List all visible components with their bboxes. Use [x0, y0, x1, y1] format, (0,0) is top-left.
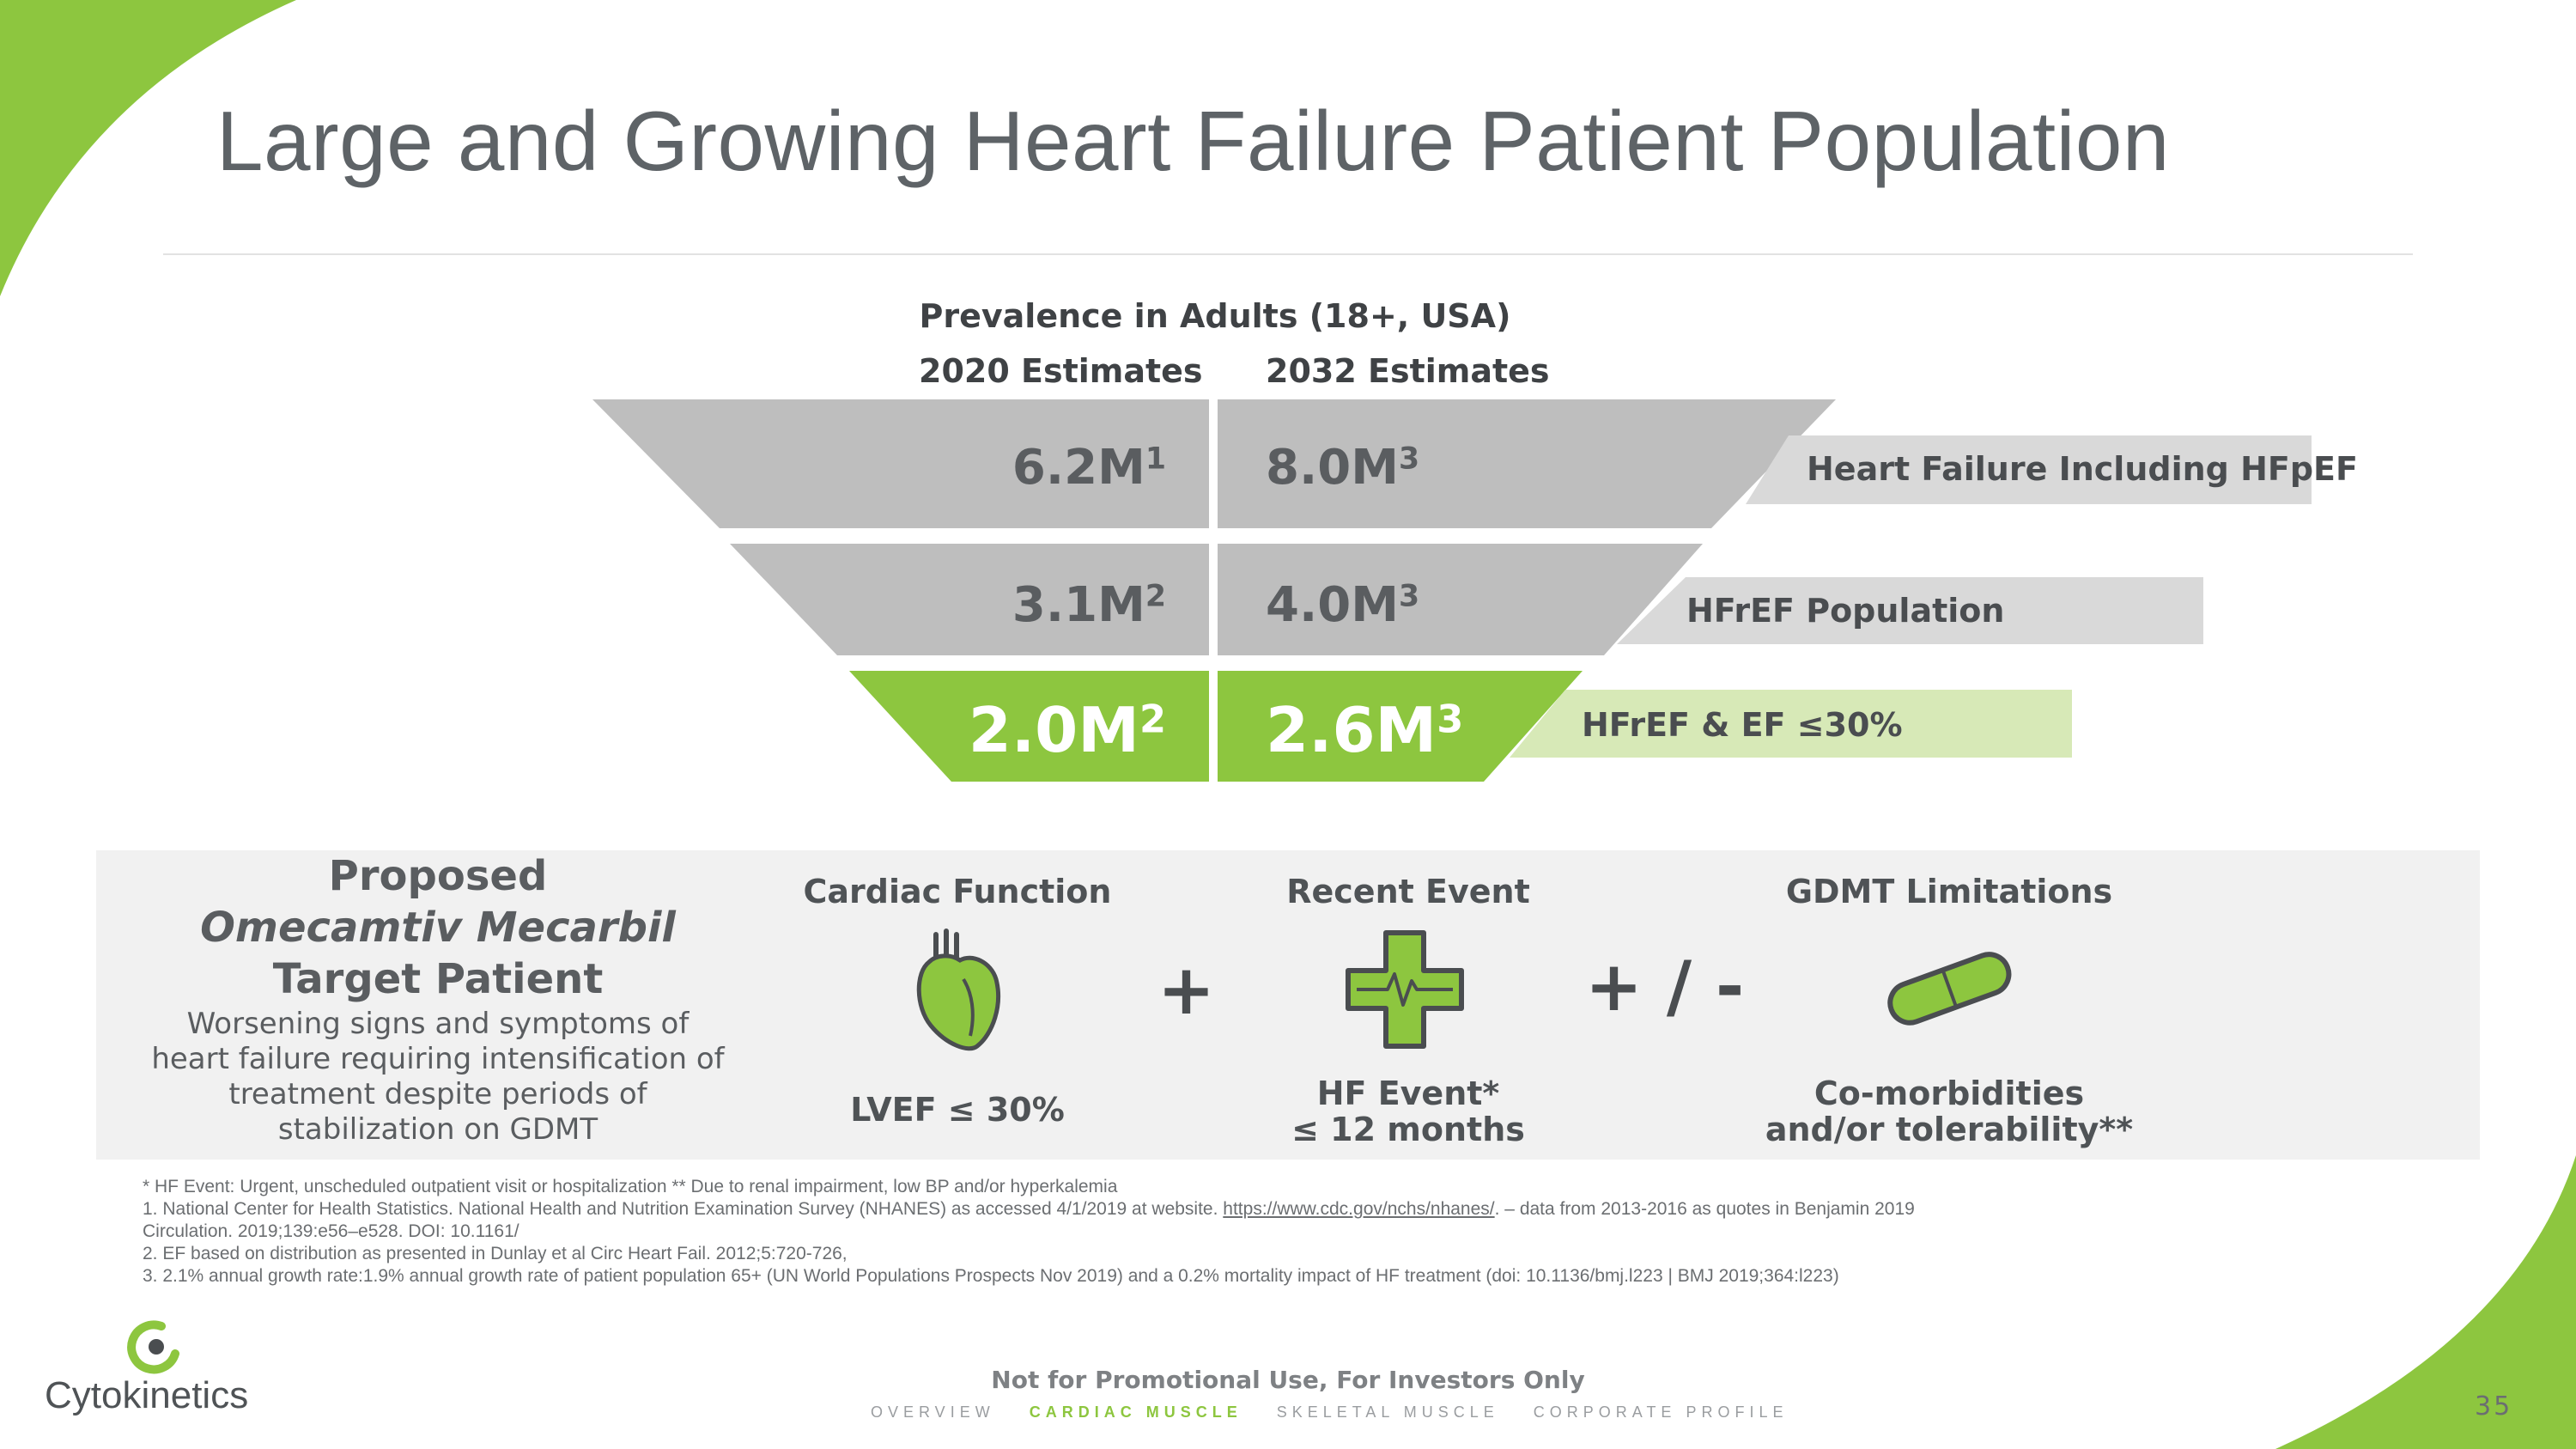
gdmt-header: GDMT Limitations	[1785, 873, 2113, 910]
col-2020-header: 2020 Estimates	[919, 352, 1203, 390]
cytokinetics-logo-icon	[127, 1320, 179, 1374]
label-bar-hf	[1746, 435, 2312, 504]
disclaimer: Not for Promotional Use, For Investors O…	[991, 1366, 1585, 1394]
value-hfref-2032: 4.0M3	[1266, 577, 1420, 633]
band-ef30-2032	[1218, 671, 1583, 782]
col-2032-header: 2032 Estimates	[1266, 352, 1550, 390]
band-hf-2032	[1218, 399, 1836, 528]
label-bar-ef30	[1510, 690, 2072, 758]
value-ef30-2032: 2.6M3	[1266, 694, 1464, 766]
gdmt-caption: Co-morbidities and/or tolerability**	[1765, 1075, 2134, 1148]
footnote-3: 3. 2.1% annual growth rate:1.9% annual g…	[143, 1266, 1839, 1286]
cardiac-caption: LVEF ≤ 30%	[850, 1091, 1065, 1129]
footnote-1: 1. National Center for Health Statistics…	[143, 1199, 1915, 1219]
band-ef30-2020	[849, 671, 1209, 782]
nhanes-link[interactable]: https://www.cdc.gov/nchs/nhanes/	[1223, 1199, 1495, 1219]
value-hfref-2020: 3.1M2	[1012, 577, 1166, 633]
label-hf: Heart Failure Including HFpEF	[1807, 450, 2358, 488]
label-ef30: HFrEF & EF ≤30%	[1582, 706, 1903, 744]
page-title: Large and Growing Heart Failure Patient …	[216, 94, 2170, 188]
value-ef30-2020: 2.0M2	[968, 694, 1166, 766]
target-description: Worsening signs and symptoms of heart fa…	[151, 1007, 725, 1147]
target-line-patient: Target Patient	[272, 955, 604, 1003]
bottom-right-swoosh	[2275, 1155, 2576, 1449]
nav-overview[interactable]: OVERVIEW	[871, 1403, 995, 1421]
footnote-2: 2. EF based on distribution as presented…	[143, 1244, 848, 1263]
target-line-drug: Omecamtiv Mecarbil	[200, 904, 676, 952]
page-number: 35	[2475, 1391, 2513, 1422]
value-hf-2020: 6.2M1	[1012, 440, 1166, 496]
plus-operator: +	[1157, 950, 1216, 1030]
cardiac-function-header: Cardiac Function	[803, 873, 1112, 910]
pill-icon	[1887, 952, 2012, 1026]
heart-icon	[916, 928, 1001, 1051]
title-divider	[163, 253, 2413, 255]
nav-cardiac-muscle[interactable]: CARDIAC MUSCLE	[1029, 1403, 1242, 1421]
target-line-proposed: Proposed	[328, 852, 548, 900]
nav-skeletal-muscle[interactable]: SKELETAL MUSCLE	[1276, 1403, 1499, 1421]
band-hf-2020	[592, 399, 1209, 528]
top-left-swoosh	[0, 0, 296, 296]
band-hfref-2020	[730, 544, 1209, 655]
target-patient-block: Proposed Omecamtiv Mecarbil Target Patie…	[146, 850, 730, 1148]
chart-heading: Prevalence in Adults (18+, USA)	[919, 297, 1511, 335]
label-bar-hfref	[1617, 577, 2203, 644]
logo-wordmark: Cytokinetics	[45, 1374, 249, 1416]
medical-cross-icon	[1346, 930, 1464, 1049]
value-hf-2032: 8.0M3	[1266, 440, 1420, 496]
footnote-1-cont: Circulation. 2019;139:e56–e528. DOI: 10.…	[143, 1221, 519, 1241]
plus-minus-operator: + / -	[1585, 947, 1745, 1026]
recent-event-header: Recent Event	[1286, 873, 1530, 910]
label-hfref: HFrEF Population	[1686, 592, 2005, 630]
footnote-star: * HF Event: Urgent, unscheduled outpatie…	[143, 1177, 1118, 1196]
section-nav: OVERVIEW CARDIAC MUSCLE SKELETAL MUSCLE …	[871, 1403, 1788, 1422]
nav-corporate-profile[interactable]: CORPORATE PROFILE	[1533, 1403, 1789, 1421]
target-patient-panel	[96, 850, 2480, 1160]
funnel-chart	[592, 399, 2312, 782]
band-hfref-2032	[1218, 544, 1703, 655]
event-caption: HF Event* ≤ 12 months	[1291, 1075, 1525, 1148]
